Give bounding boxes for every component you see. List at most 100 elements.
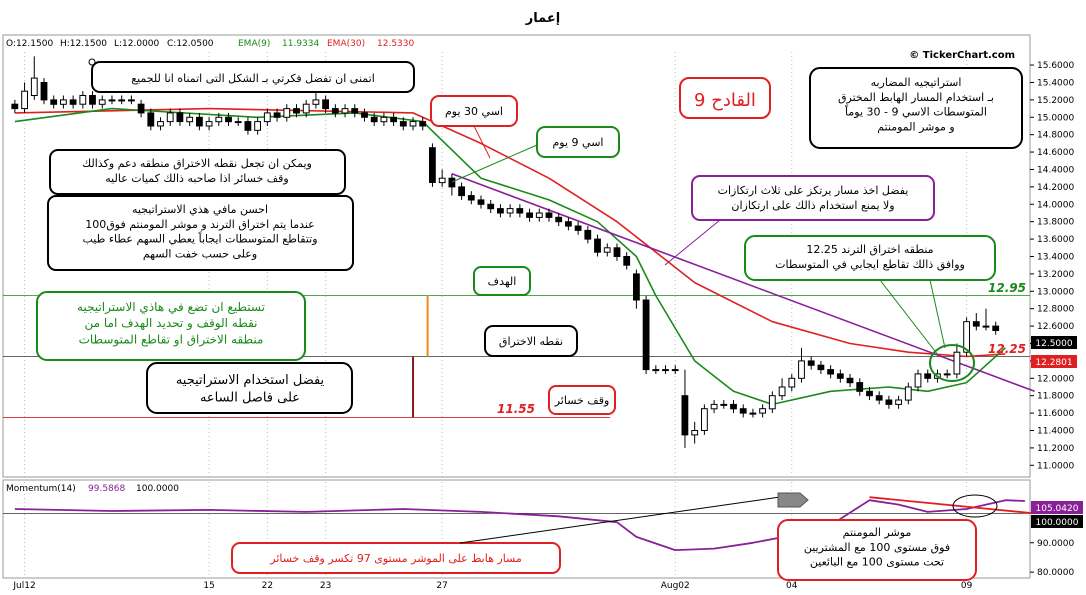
candle-body [390, 116, 398, 123]
candle [701, 404, 708, 435]
stop-level-label: 11.55 [497, 402, 535, 416]
candle [633, 269, 640, 309]
candle [594, 234, 601, 257]
mom-path-note-leader [459, 496, 781, 544]
candle [448, 173, 456, 196]
price-tick-label: 14.2000 [1037, 183, 1074, 193]
watermark: © TickerChart.com [909, 50, 1015, 61]
candle [147, 108, 155, 131]
candle-body [953, 351, 961, 375]
mom-ref-badge-text: 100.0000 [1036, 518, 1079, 528]
candle [157, 117, 164, 131]
ema30-label: EMA(30) [327, 39, 365, 49]
price-tick-label: 11.8000 [1037, 392, 1074, 402]
candle [399, 117, 407, 131]
momentum-tick-label: 90.0000 [1037, 539, 1074, 549]
candle-body [642, 299, 650, 371]
candle-body [467, 195, 475, 201]
candle-body [943, 373, 951, 376]
candle-body [225, 116, 232, 123]
candle [79, 91, 87, 109]
text-line: يفضل استخدام الاستراتيجيه [176, 373, 325, 388]
breakout-note-leader2 [929, 279, 946, 349]
candle-body [866, 390, 873, 397]
candle [720, 400, 728, 409]
momentum-trend-line [869, 496, 1035, 515]
text-line: استراتيجيه المضاربه [871, 76, 962, 89]
candle-body [69, 99, 77, 105]
ema30-callout: اسي 30 يوم [445, 105, 503, 118]
candle [370, 112, 378, 126]
ema30-callout-leader [473, 125, 491, 159]
price-tick-label: 12.8000 [1037, 305, 1074, 315]
candle [798, 347, 805, 383]
momentum-arrow-icon [777, 492, 809, 508]
candle-body [186, 116, 194, 123]
price-tick-label: 15.0000 [1037, 113, 1074, 123]
candle [477, 195, 485, 209]
candle [584, 226, 592, 244]
candle [574, 221, 582, 235]
candle-body [331, 108, 339, 114]
candle-body [681, 395, 689, 436]
candle-body [50, 99, 58, 105]
candle [254, 117, 261, 135]
candle [429, 143, 436, 187]
candle [526, 208, 534, 222]
candle-body [895, 399, 903, 405]
text-line: ويمكن ان تجعل نقطه الاختراق منطقه دعم وك… [82, 157, 312, 170]
candle-body [827, 369, 835, 375]
price-tick-label: 15.2000 [1037, 96, 1074, 106]
mom-note: موشر المومنتم فوق مستوى 100 مع المشتريين ت… [804, 526, 950, 569]
price-tick-label: 12.0000 [1037, 374, 1074, 384]
price-tick-label: 12.6000 [1037, 322, 1074, 332]
breakout-note-leader [879, 279, 939, 356]
candle [749, 408, 757, 418]
text-line: نقطه الوقف و تحديد الهدف اما من [85, 316, 258, 331]
candle [21, 82, 29, 113]
candle-body [701, 408, 708, 432]
candle [856, 378, 864, 396]
candle [613, 243, 621, 261]
price-tick-label: 14.4000 [1037, 165, 1074, 175]
text-line: فوق مستوى 100 مع المشتريين [804, 541, 950, 554]
candle [768, 391, 776, 414]
candle-body [419, 121, 427, 127]
candle-body [30, 77, 38, 96]
crossover-highlight [929, 344, 975, 382]
momentum-series [14, 496, 1035, 551]
candle-body [11, 103, 19, 110]
candle [662, 365, 669, 374]
candle-body [535, 212, 543, 218]
candle-body [555, 216, 563, 223]
candle [671, 365, 679, 374]
title-note-box [679, 77, 771, 119]
candle [827, 365, 835, 379]
close-readout: C:12.0500 [167, 39, 214, 49]
candle [60, 95, 67, 109]
candle-body [574, 225, 582, 231]
best-note: احسن مافي هذي الاستراتيجيه عندما يتم اختر… [82, 203, 317, 261]
price-tick-label: 11.0000 [1037, 461, 1074, 471]
candle [972, 313, 980, 331]
breakout-label: نقطه الاختراق [499, 335, 563, 348]
momentum-tick-label: 80.0000 [1037, 568, 1074, 578]
candle-body [361, 112, 368, 118]
candle-body [875, 395, 883, 401]
price-tick-label: 11.2000 [1037, 444, 1074, 454]
x-tick-label: 23 [320, 581, 331, 591]
candle [361, 108, 368, 122]
ema-price-badge [1031, 355, 1077, 368]
candle [69, 95, 77, 109]
candle-body [448, 177, 456, 188]
candle [739, 404, 747, 418]
candle-body [982, 325, 990, 328]
candle-body [302, 103, 310, 114]
candle [302, 99, 310, 118]
candles [11, 56, 1000, 448]
strategy-box [809, 67, 1023, 149]
candle-body [739, 408, 747, 414]
candle [836, 369, 844, 383]
candle [652, 365, 660, 374]
